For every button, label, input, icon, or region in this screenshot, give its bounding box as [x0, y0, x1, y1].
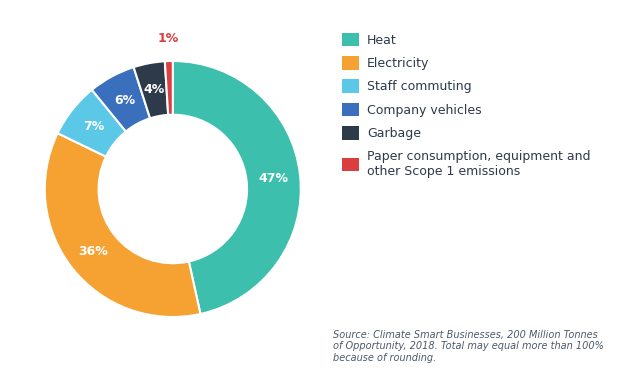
Text: 7%: 7% — [83, 120, 104, 133]
Text: 4%: 4% — [143, 83, 164, 96]
Text: 47%: 47% — [259, 172, 289, 184]
Text: 1%: 1% — [157, 31, 179, 45]
Wedge shape — [134, 61, 168, 118]
Wedge shape — [165, 61, 173, 115]
Text: Source: Climate Smart Businesses, 200 Million Tonnes
of Opportunity, 2018. Total: Source: Climate Smart Businesses, 200 Mi… — [333, 330, 604, 363]
Wedge shape — [92, 67, 150, 132]
Wedge shape — [58, 90, 126, 156]
Wedge shape — [173, 61, 301, 314]
Text: 6%: 6% — [114, 94, 135, 107]
Text: 36%: 36% — [79, 245, 108, 258]
Wedge shape — [45, 133, 200, 317]
Legend: Heat, Electricity, Staff commuting, Company vehicles, Garbage, Paper consumption: Heat, Electricity, Staff commuting, Comp… — [342, 33, 591, 178]
